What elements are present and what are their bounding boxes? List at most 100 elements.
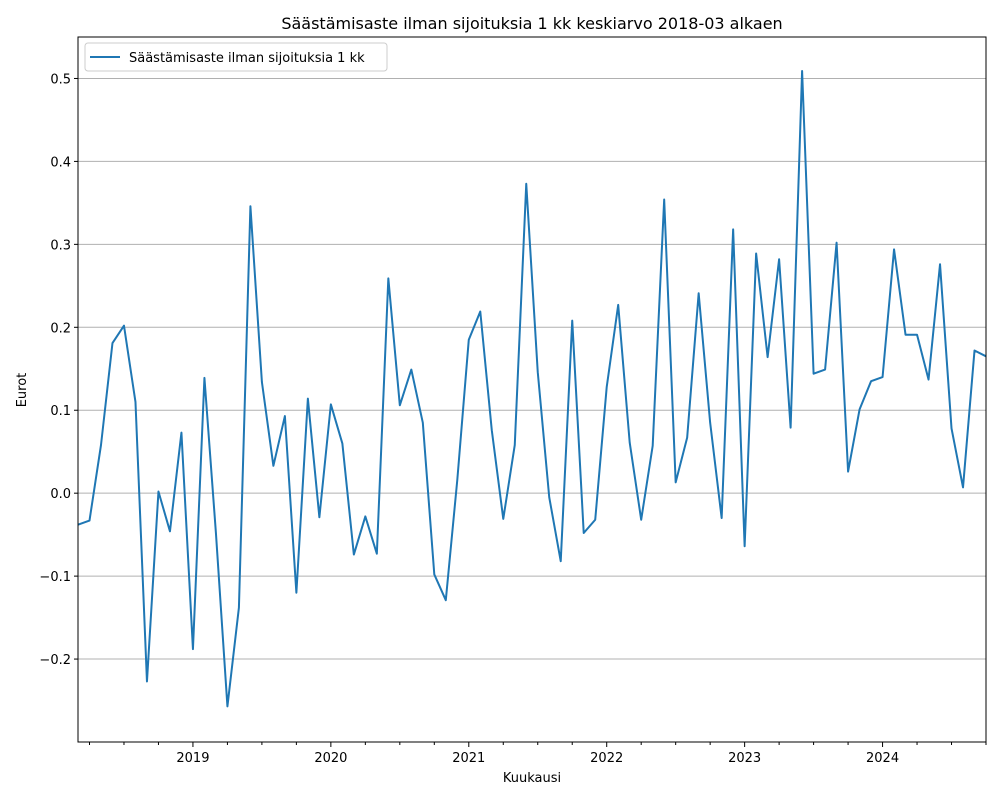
- data-point: [145, 679, 149, 683]
- data-point: [283, 414, 287, 418]
- data-point: [651, 444, 655, 448]
- data-point: [628, 441, 632, 445]
- data-point: [421, 421, 425, 425]
- x-tick-label: 2022: [590, 751, 623, 766]
- data-point: [593, 518, 597, 522]
- data-point: [812, 372, 816, 376]
- data-point: [225, 704, 229, 708]
- y-tick-label: 0.3: [50, 238, 71, 253]
- data-point: [881, 375, 885, 379]
- y-tick-label: −0.1: [39, 570, 71, 585]
- gridlines: [78, 77, 986, 660]
- data-point: [179, 431, 183, 435]
- data-point: [87, 519, 91, 523]
- data-point: [191, 647, 195, 651]
- x-tick-label: 2024: [866, 751, 899, 766]
- data-point: [294, 591, 298, 595]
- data-point: [582, 531, 586, 535]
- data-point: [317, 515, 321, 519]
- y-tick-label: 0.1: [50, 404, 71, 419]
- data-point: [467, 338, 471, 342]
- data-point: [490, 428, 494, 432]
- x-tick-label: 2019: [176, 751, 209, 766]
- data-point: [409, 368, 413, 372]
- data-point: [156, 490, 160, 494]
- data-point: [766, 355, 770, 359]
- series-line: [77, 70, 987, 708]
- y-axis-label: Eurot: [15, 373, 30, 408]
- x-axis-label: Kuukausi: [503, 771, 561, 786]
- data-point: [674, 480, 678, 484]
- data-point: [605, 385, 609, 389]
- data-point: [547, 495, 551, 499]
- y-tick-label: 0.2: [50, 321, 71, 336]
- data-point: [513, 443, 517, 447]
- y-axis: −0.2 −0.1 0.0 0.1 0.2 0.3 0.4 0.5: [39, 72, 78, 668]
- data-point: [559, 559, 563, 563]
- data-point: [214, 531, 218, 535]
- data-point: [789, 426, 793, 430]
- chart-title: Säästämisaste ilman sijoituksia 1 kk kes…: [281, 14, 782, 33]
- plot-frame: [77, 36, 987, 743]
- data-point: [720, 516, 724, 520]
- data-point: [938, 262, 942, 266]
- data-point: [869, 379, 873, 383]
- data-point: [846, 470, 850, 474]
- data-point: [168, 529, 172, 533]
- data-point: [927, 378, 931, 382]
- data-point: [858, 407, 862, 411]
- data-point: [340, 441, 344, 445]
- legend: Säästämisaste ilman sijoituksia 1 kk: [84, 42, 388, 72]
- data-point: [248, 204, 252, 208]
- data-point: [892, 247, 896, 251]
- x-tick-label: 2023: [728, 751, 761, 766]
- data-point: [524, 182, 528, 186]
- data-point: [835, 241, 839, 245]
- data-point: [961, 485, 965, 489]
- legend-label: Säästämisaste ilman sijoituksia 1 kk: [129, 51, 365, 66]
- data-point: [731, 227, 735, 231]
- data-point: [685, 436, 689, 440]
- x-axis: 2019 2020 2021 2022 2023 2024: [88, 742, 987, 766]
- data-point: [271, 464, 275, 468]
- data-point: [570, 319, 574, 323]
- data-point: [352, 553, 356, 557]
- data-point: [743, 544, 747, 548]
- data-point: [455, 478, 459, 482]
- y-tick-label: 0.0: [50, 487, 71, 502]
- data-point: [133, 400, 137, 404]
- data-point: [973, 349, 977, 353]
- data-point: [329, 402, 333, 406]
- legend-box: [84, 42, 388, 72]
- data-point: [800, 69, 804, 73]
- data-point: [122, 324, 126, 328]
- y-tick-label: −0.2: [39, 653, 71, 668]
- data-point: [444, 598, 448, 602]
- data-point: [110, 341, 114, 345]
- data-point: [386, 276, 390, 280]
- data-point: [306, 397, 310, 401]
- x-tick-label: 2021: [452, 751, 485, 766]
- data-point: [823, 368, 827, 372]
- data-point: [708, 421, 712, 425]
- data-point: [777, 257, 781, 261]
- y-tick-label: 0.5: [50, 72, 71, 87]
- data-point: [754, 251, 758, 255]
- data-point: [697, 291, 701, 295]
- data-point: [478, 310, 482, 314]
- data-point: [398, 403, 402, 407]
- data-point: [260, 380, 264, 384]
- data-point: [904, 333, 908, 337]
- data-point: [639, 518, 643, 522]
- data-point: [950, 426, 954, 430]
- data-point: [536, 370, 540, 374]
- data-point: [375, 552, 379, 556]
- data-point: [915, 333, 919, 337]
- data-point: [99, 443, 103, 447]
- x-tick-label: 2020: [314, 751, 347, 766]
- y-tick-label: 0.4: [50, 155, 71, 170]
- data-point: [616, 303, 620, 307]
- data-point: [432, 572, 436, 576]
- data-point: [363, 514, 367, 518]
